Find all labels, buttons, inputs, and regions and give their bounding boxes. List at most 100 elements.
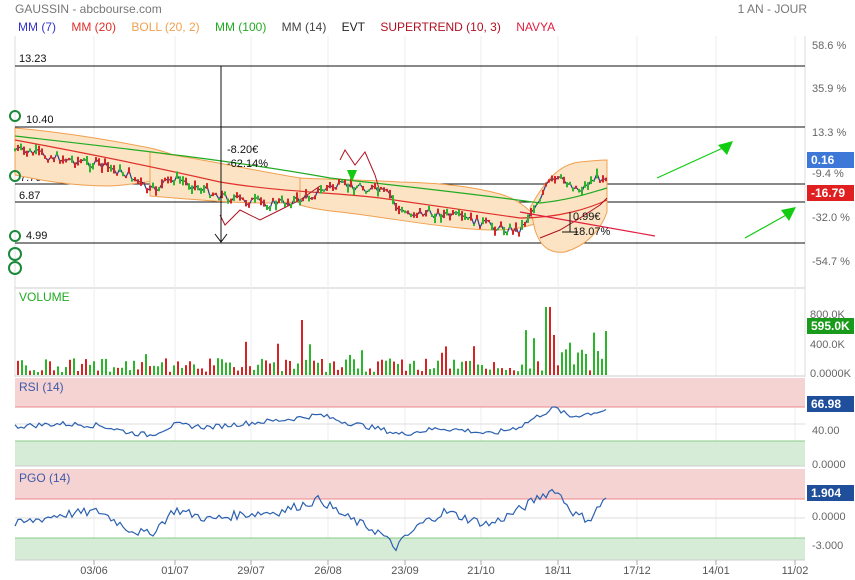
legend-mm100[interactable]: MM (100) — [214, 20, 267, 34]
candle — [53, 157, 55, 163]
legend-mm20[interactable]: MM (20) — [71, 20, 117, 34]
volume-bar — [409, 363, 411, 375]
candle — [254, 193, 256, 203]
volume-bar — [349, 354, 351, 375]
legend-evt[interactable]: EVT — [341, 20, 366, 34]
volume-bar — [165, 358, 167, 375]
volume-bar — [233, 367, 235, 375]
rsi-badge — [807, 396, 854, 412]
volume-bar — [113, 367, 115, 375]
green-arrow-1 — [656, 146, 726, 179]
candle — [41, 148, 43, 155]
candle — [590, 176, 592, 185]
green-arrowhead-2 — [781, 207, 796, 221]
candle — [77, 156, 79, 166]
candle — [341, 180, 343, 183]
candle — [197, 185, 199, 191]
price-badge-blue — [807, 152, 854, 168]
candle — [506, 231, 508, 236]
volume-bar — [33, 370, 35, 375]
legend-boll[interactable]: BOLL (20, 2) — [131, 20, 200, 34]
candle — [35, 144, 37, 155]
volume-bar — [117, 367, 119, 375]
volume-bar — [53, 370, 55, 375]
legend-navya[interactable]: NAVYA — [516, 20, 556, 34]
volume-bar — [97, 370, 99, 375]
green-arrow-2 — [744, 213, 789, 239]
volume-panel: VOLUME 800.0K 400.0K 0.0000K 595.0K — [14, 288, 854, 380]
volume-bar — [309, 344, 311, 375]
candle — [584, 181, 586, 188]
candle — [404, 210, 406, 214]
pgo-badge — [807, 485, 854, 501]
candle — [56, 151, 58, 156]
volume-bar — [265, 360, 267, 375]
candle — [158, 187, 160, 192]
candle — [155, 186, 157, 196]
candle — [359, 182, 361, 186]
volume-bar — [149, 366, 151, 375]
pgo-badge-text: 1.904 — [811, 486, 841, 500]
volume-bar — [141, 362, 143, 375]
rsi-panel: RSI (14) 40.00 0.0000 66.98 — [14, 378, 854, 471]
volume-bar — [137, 369, 139, 375]
candle — [392, 195, 394, 205]
volume-bar — [533, 338, 535, 375]
pct-tick-label: 13.3 % — [812, 127, 846, 139]
candle — [479, 226, 481, 229]
legend-supertrend[interactable]: SUPERTREND (10, 3) — [380, 20, 501, 34]
volume-tick-0k: 0.0000K — [810, 368, 852, 380]
volume-bar — [581, 349, 583, 375]
volume-bar — [297, 363, 299, 375]
volume-bar — [105, 358, 107, 375]
volume-bar — [57, 366, 59, 375]
x-tick-label: 17/12 — [623, 565, 651, 577]
volume-bar — [177, 361, 179, 375]
pct-tick-label: 58.6 % — [812, 40, 846, 52]
level-label-499: 4.99 — [26, 230, 47, 242]
candle — [560, 174, 562, 179]
volume-bar — [329, 363, 331, 375]
volume-bar — [205, 371, 207, 375]
legend-mm7[interactable]: MM (7) — [18, 20, 56, 34]
volume-bar — [133, 360, 135, 375]
pgo-panel: PGO (14) 0.0000 -3.000 1.904 — [14, 469, 854, 561]
volume-bar — [457, 368, 459, 375]
volume-bar — [477, 364, 479, 375]
volume-bar — [377, 361, 379, 375]
candle — [152, 182, 154, 189]
candle — [98, 158, 100, 166]
volume-bar — [333, 361, 335, 375]
volume-bar — [369, 368, 371, 375]
volume-bar — [561, 352, 563, 375]
candle — [296, 192, 298, 201]
candle — [260, 197, 262, 206]
candle — [572, 187, 574, 192]
volume-bar — [245, 341, 247, 375]
candle — [596, 168, 598, 179]
candle — [344, 179, 346, 186]
candle — [248, 202, 250, 208]
volume-bar — [169, 371, 171, 375]
x-tick-label: 21/10 — [467, 565, 495, 577]
volume-bar — [361, 350, 363, 375]
price-badge-red-text: -16.79 — [811, 186, 845, 200]
volume-bar — [193, 364, 195, 375]
volume-bar — [537, 361, 539, 375]
pgo-tick-0: 0.0000 — [812, 511, 846, 523]
candle — [329, 182, 331, 189]
candle — [530, 208, 532, 217]
candle — [245, 200, 247, 207]
candle — [557, 176, 559, 180]
legend-mm14[interactable]: MM (14) — [281, 20, 327, 34]
candle — [350, 178, 352, 188]
volume-bar — [129, 370, 131, 375]
candle — [149, 185, 151, 191]
candle — [266, 204, 268, 210]
candle — [347, 183, 349, 193]
x-tick-label: 01/07 — [161, 565, 189, 577]
candle — [407, 210, 409, 215]
candle — [491, 222, 493, 231]
volume-bar — [277, 343, 279, 375]
